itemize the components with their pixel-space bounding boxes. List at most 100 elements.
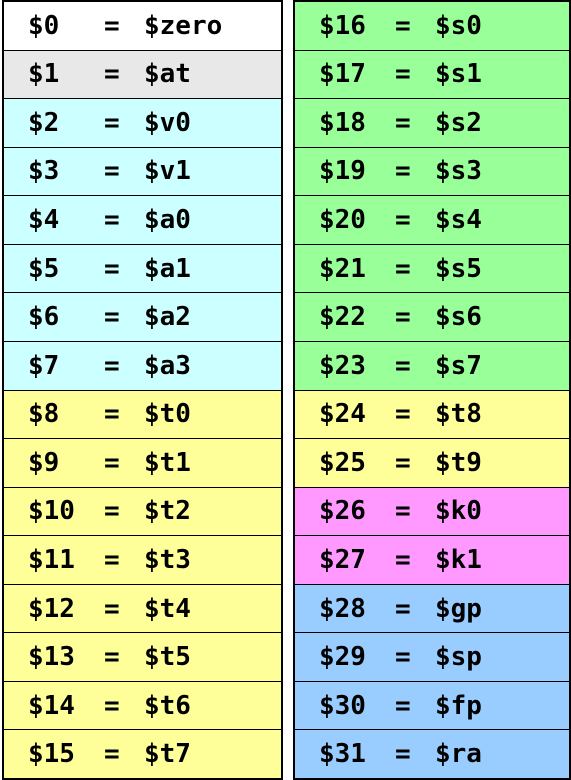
register-number: $2 [28,107,60,138]
register-number: $30 [319,690,366,721]
register-name: $t7 [144,739,191,770]
register-number: $26 [319,496,366,527]
register-number: $17 [319,59,366,90]
register-number: $18 [319,107,366,138]
equals-sign: = [104,399,120,430]
register-row: $15 = $t7 [4,730,281,778]
register-name: $s3 [435,156,482,187]
register-row: $28 = $gp [295,584,569,634]
register-name: $fp [435,690,482,721]
equals-sign: = [104,350,120,381]
register-column-left: $0 = $zero $1 = $at $2 = $v0 $3 = $v1 $4 = $a0 $5 = $a1 $6… [2,0,283,780]
equals-sign: = [104,447,120,478]
equals-sign: = [395,205,411,236]
register-number: $0 [28,10,60,41]
register-number: $13 [28,642,75,673]
register-row: $22 = $s6 [295,293,569,342]
register-name: $gp [435,593,482,624]
register-name: $s5 [435,253,482,284]
register-number: $31 [319,739,366,770]
register-name: $t3 [144,544,191,575]
register-row: $8 = $t0 [4,390,281,440]
equals-sign: = [395,253,411,284]
equals-sign: = [395,10,411,41]
register-row: $26 = $k0 [295,487,569,537]
equals-sign: = [395,302,411,333]
register-name: $zero [144,10,223,41]
equals-sign: = [104,253,120,284]
register-number: $11 [28,544,75,575]
register-name: $s1 [435,59,482,90]
register-row: $13 = $t5 [4,633,281,682]
register-number: $14 [28,690,75,721]
register-name: $t8 [435,399,482,430]
register-row: $0 = $zero [4,2,281,51]
register-number: $9 [28,447,60,478]
equals-sign: = [395,544,411,575]
register-row: $18 = $s2 [295,99,569,148]
equals-sign: = [104,156,120,187]
register-name: $a3 [144,350,191,381]
equals-sign: = [104,10,120,41]
register-row: $7 = $a3 [4,341,281,391]
register-row: $27 = $k1 [295,536,569,585]
equals-sign: = [104,107,120,138]
register-row: $1 = $at [4,50,281,100]
register-name: $v1 [144,156,191,187]
register-number: $12 [28,593,75,624]
register-row: $16 = $s0 [295,2,569,51]
register-number: $5 [28,253,60,284]
register-row: $11 = $t3 [4,536,281,585]
register-number: $1 [28,59,60,90]
register-name: $s7 [435,350,482,381]
register-number: $6 [28,302,60,333]
equals-sign: = [395,739,411,770]
equals-sign: = [104,544,120,575]
register-number: $20 [319,205,366,236]
register-row: $29 = $sp [295,633,569,682]
register-row: $14 = $t6 [4,681,281,731]
register-name: $k1 [435,544,482,575]
register-row: $19 = $s3 [295,147,569,197]
register-column-right: $16 = $s0 $17 = $s1 $18 = $s2 $19 = $s3 $20 = $s4 $21 = $… [293,0,571,780]
register-row: $10 = $t2 [4,487,281,537]
equals-sign: = [104,642,120,673]
equals-sign: = [104,59,120,90]
equals-sign: = [395,593,411,624]
register-row: $30 = $fp [295,681,569,731]
register-row: $9 = $t1 [4,439,281,488]
register-row: $24 = $t8 [295,390,569,440]
register-name: $s6 [435,302,482,333]
register-row: $2 = $v0 [4,99,281,148]
register-name: $a2 [144,302,191,333]
equals-sign: = [104,690,120,721]
register-row: $31 = $ra [295,730,569,778]
equals-sign: = [395,350,411,381]
register-row: $6 = $a2 [4,293,281,342]
register-name: $sp [435,642,482,673]
equals-sign: = [395,496,411,527]
register-number: $16 [319,10,366,41]
register-number: $28 [319,593,366,624]
register-name: $t6 [144,690,191,721]
register-name: $t9 [435,447,482,478]
register-row: $20 = $s4 [295,196,569,245]
register-row: $21 = $s5 [295,244,569,294]
register-name: $v0 [144,107,191,138]
register-number: $10 [28,496,75,527]
register-number: $21 [319,253,366,284]
register-number: $27 [319,544,366,575]
register-name: $t1 [144,447,191,478]
register-number: $8 [28,399,60,430]
register-number: $3 [28,156,60,187]
register-name: $t2 [144,496,191,527]
register-name: $a1 [144,253,191,284]
register-number: $25 [319,447,366,478]
register-row: $3 = $v1 [4,147,281,197]
equals-sign: = [395,107,411,138]
register-row: $25 = $t9 [295,439,569,488]
register-row: $17 = $s1 [295,50,569,100]
register-number: $4 [28,205,60,236]
register-row: $23 = $s7 [295,341,569,391]
equals-sign: = [104,302,120,333]
